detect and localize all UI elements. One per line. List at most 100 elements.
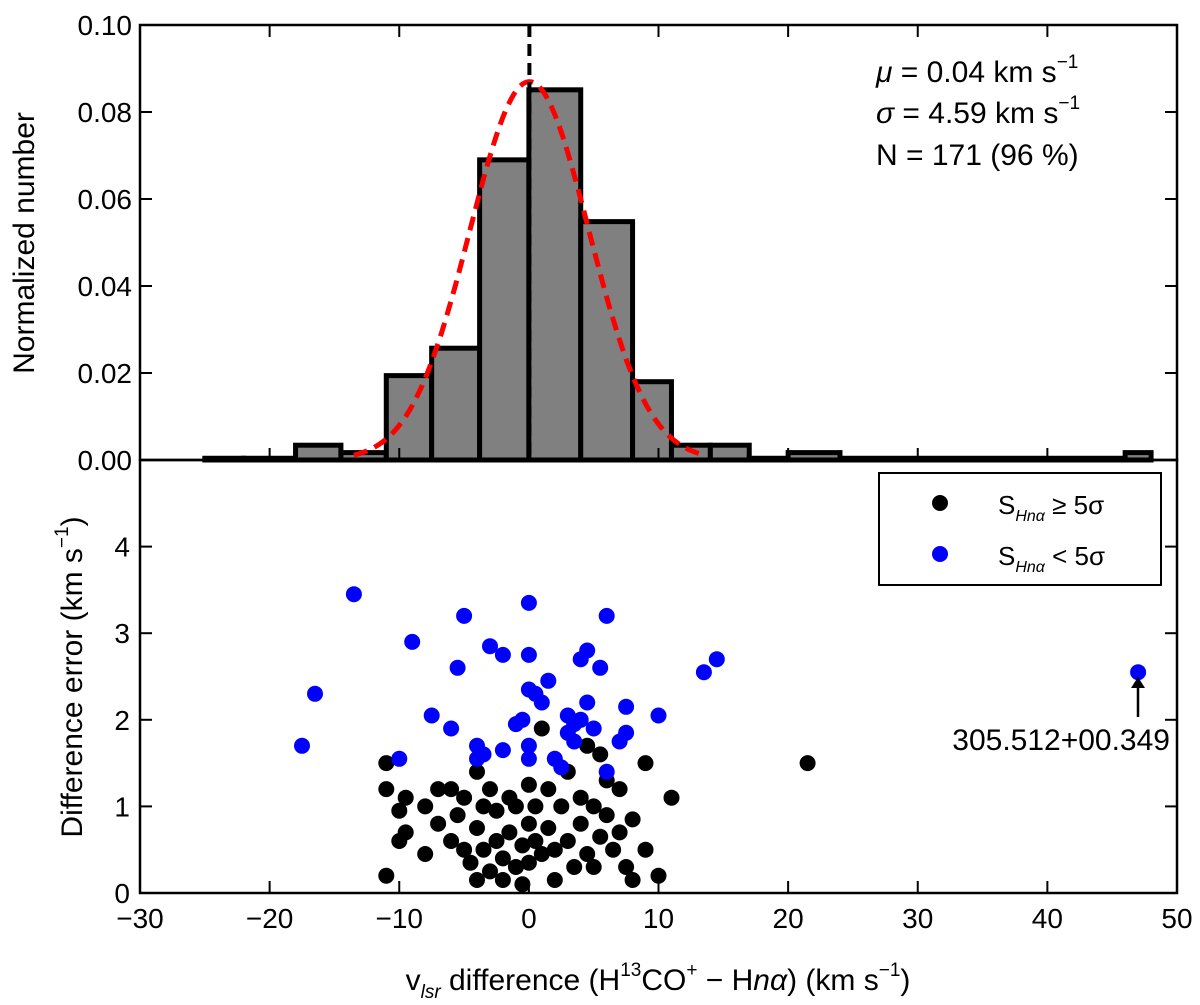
bottom-y-tick-label: 0 <box>114 878 130 909</box>
scatter-point-strong <box>520 815 537 832</box>
scatter-point-weak <box>618 698 635 715</box>
n-annotation: N = 171 (96 %) <box>876 139 1079 172</box>
top-y-tick-label: 0.04 <box>78 271 133 302</box>
scatter-point-strong <box>494 872 511 888</box>
x-tick-label: 40 <box>1032 903 1063 934</box>
scatter-point-strong <box>469 872 485 888</box>
scatter-point-weak <box>1130 664 1147 681</box>
scatter-point-strong <box>488 833 505 849</box>
scatter-point-strong <box>475 798 492 815</box>
legend-label-strong: SHnα ≥ 5σ <box>998 490 1104 525</box>
mu-annotation: μ = 0.04 km s−1 <box>875 52 1078 89</box>
scatter-point-weak <box>345 586 362 603</box>
scatter-point-strong <box>475 841 492 858</box>
scatter-point-weak <box>443 720 460 737</box>
scatter-point-weak <box>598 607 615 624</box>
scatter-point-strong <box>443 833 460 849</box>
scatter-point-weak <box>514 711 531 728</box>
scatter-point-weak <box>572 711 589 728</box>
scatter-point-weak <box>520 737 537 754</box>
scatter-point-weak <box>520 646 537 663</box>
scatter-point-weak <box>475 746 492 763</box>
scatter-point-weak <box>579 694 596 711</box>
sigma-annotation: σ = 4.59 km s−1 <box>876 93 1080 130</box>
scatter-point-strong <box>462 854 479 871</box>
scatter-point-strong <box>449 807 466 824</box>
top-y-axis-title: Normalized number <box>8 112 41 374</box>
callout-label: 305.512+00.349 <box>952 724 1170 757</box>
x-tick-label: −30 <box>116 903 164 934</box>
scatter-point-strong <box>456 789 473 806</box>
scatter-point-strong <box>514 837 531 854</box>
scatter-point-strong <box>456 841 473 858</box>
scatter-point-weak <box>540 672 557 689</box>
x-tick-label: 50 <box>1161 903 1192 934</box>
scatter-point-strong <box>592 828 609 845</box>
scatter-point-weak <box>520 750 537 767</box>
scatter-point-strong <box>501 824 518 841</box>
scatter-point-strong <box>482 781 498 798</box>
scatter-point-strong <box>391 802 408 819</box>
scatter-point-strong <box>488 802 505 819</box>
scatter-point-strong <box>579 846 596 862</box>
scatter-point-strong <box>527 833 544 849</box>
scatter-point-weak <box>618 724 635 741</box>
scatter-point-strong <box>430 815 447 832</box>
histogram-panel: 0.00 0.02 0.04 0.06 0.08 0.10 μ = 0.04 km s−1… <box>8 10 1179 476</box>
scatter-point-strong <box>507 798 524 815</box>
scatter-point-strong <box>514 876 531 893</box>
scatter-point-strong <box>579 737 596 754</box>
scatter-point-strong <box>378 755 395 772</box>
bottom-y-tick-label: 3 <box>114 618 130 649</box>
x-tick-label: −20 <box>246 903 294 934</box>
bottom-y-tick-label: 1 <box>114 791 130 822</box>
scatter-point-strong <box>417 846 434 862</box>
histogram-bar <box>526 87 584 463</box>
legend: SHnα ≥ 5σ SHnα < 5σ <box>878 472 1162 586</box>
outlier-callout: 305.512+00.349 <box>952 677 1170 757</box>
scatter-point-strong <box>618 859 635 875</box>
callout-arrow-head <box>1131 677 1145 688</box>
scatter-point-weak <box>598 763 615 780</box>
scatter-point-weak <box>449 659 466 676</box>
scatter-point-weak <box>566 733 583 750</box>
x-tick-label: 30 <box>902 903 933 934</box>
legend-marker-weak <box>932 546 948 562</box>
scatter-point-weak <box>585 720 602 737</box>
scatter-point-strong <box>397 824 414 841</box>
scatter-point-weak <box>650 707 667 724</box>
scatter-point-strong <box>799 755 816 772</box>
x-axis-title: vlsr difference (H13CO+ − Hnα) (km s−1) <box>406 960 911 1003</box>
scatter-point-weak <box>307 685 323 702</box>
scatter-point-strong <box>559 833 576 849</box>
scatter-point-strong <box>378 781 395 798</box>
histogram-bar <box>630 379 674 463</box>
top-y-tick-label: 0.08 <box>78 97 133 128</box>
bottom-y-tick-label: 2 <box>114 705 130 736</box>
scatter-point-strong <box>572 789 589 806</box>
scatter-point-strong <box>611 824 628 841</box>
gaussian-fit-curve <box>353 79 705 458</box>
scatter-point-strong <box>624 872 641 888</box>
scatter-point-weak <box>391 750 408 767</box>
top-y-ticks: 0.00 0.02 0.04 0.06 0.08 0.10 <box>78 10 1177 476</box>
scatter-point-strong <box>469 820 485 836</box>
scatter-point-strong <box>527 798 544 815</box>
scatter-point-weak <box>294 737 310 754</box>
scatter-point-strong <box>430 781 447 798</box>
histogram-bar <box>578 219 636 463</box>
scatter-point-strong <box>520 854 537 871</box>
scatter-point-strong <box>624 811 641 828</box>
x-tick-label: 20 <box>773 903 804 934</box>
x-tick-label: 10 <box>643 903 674 934</box>
scatter-points <box>294 586 1147 893</box>
histogram-bar <box>383 373 435 463</box>
top-y-tick-label: 0.10 <box>78 10 133 41</box>
scatter-point-strong <box>540 781 557 798</box>
scatter-panel: 0 1 2 3 4 −30 −20 −10 0 10 20 30 40 50 SHnα ≥ 5σ SHn… <box>52 458 1193 1003</box>
scatter-point-weak <box>553 759 570 776</box>
scatter-point-strong <box>637 841 654 858</box>
scatter-point-strong <box>663 789 680 806</box>
scatter-point-weak <box>533 694 550 711</box>
